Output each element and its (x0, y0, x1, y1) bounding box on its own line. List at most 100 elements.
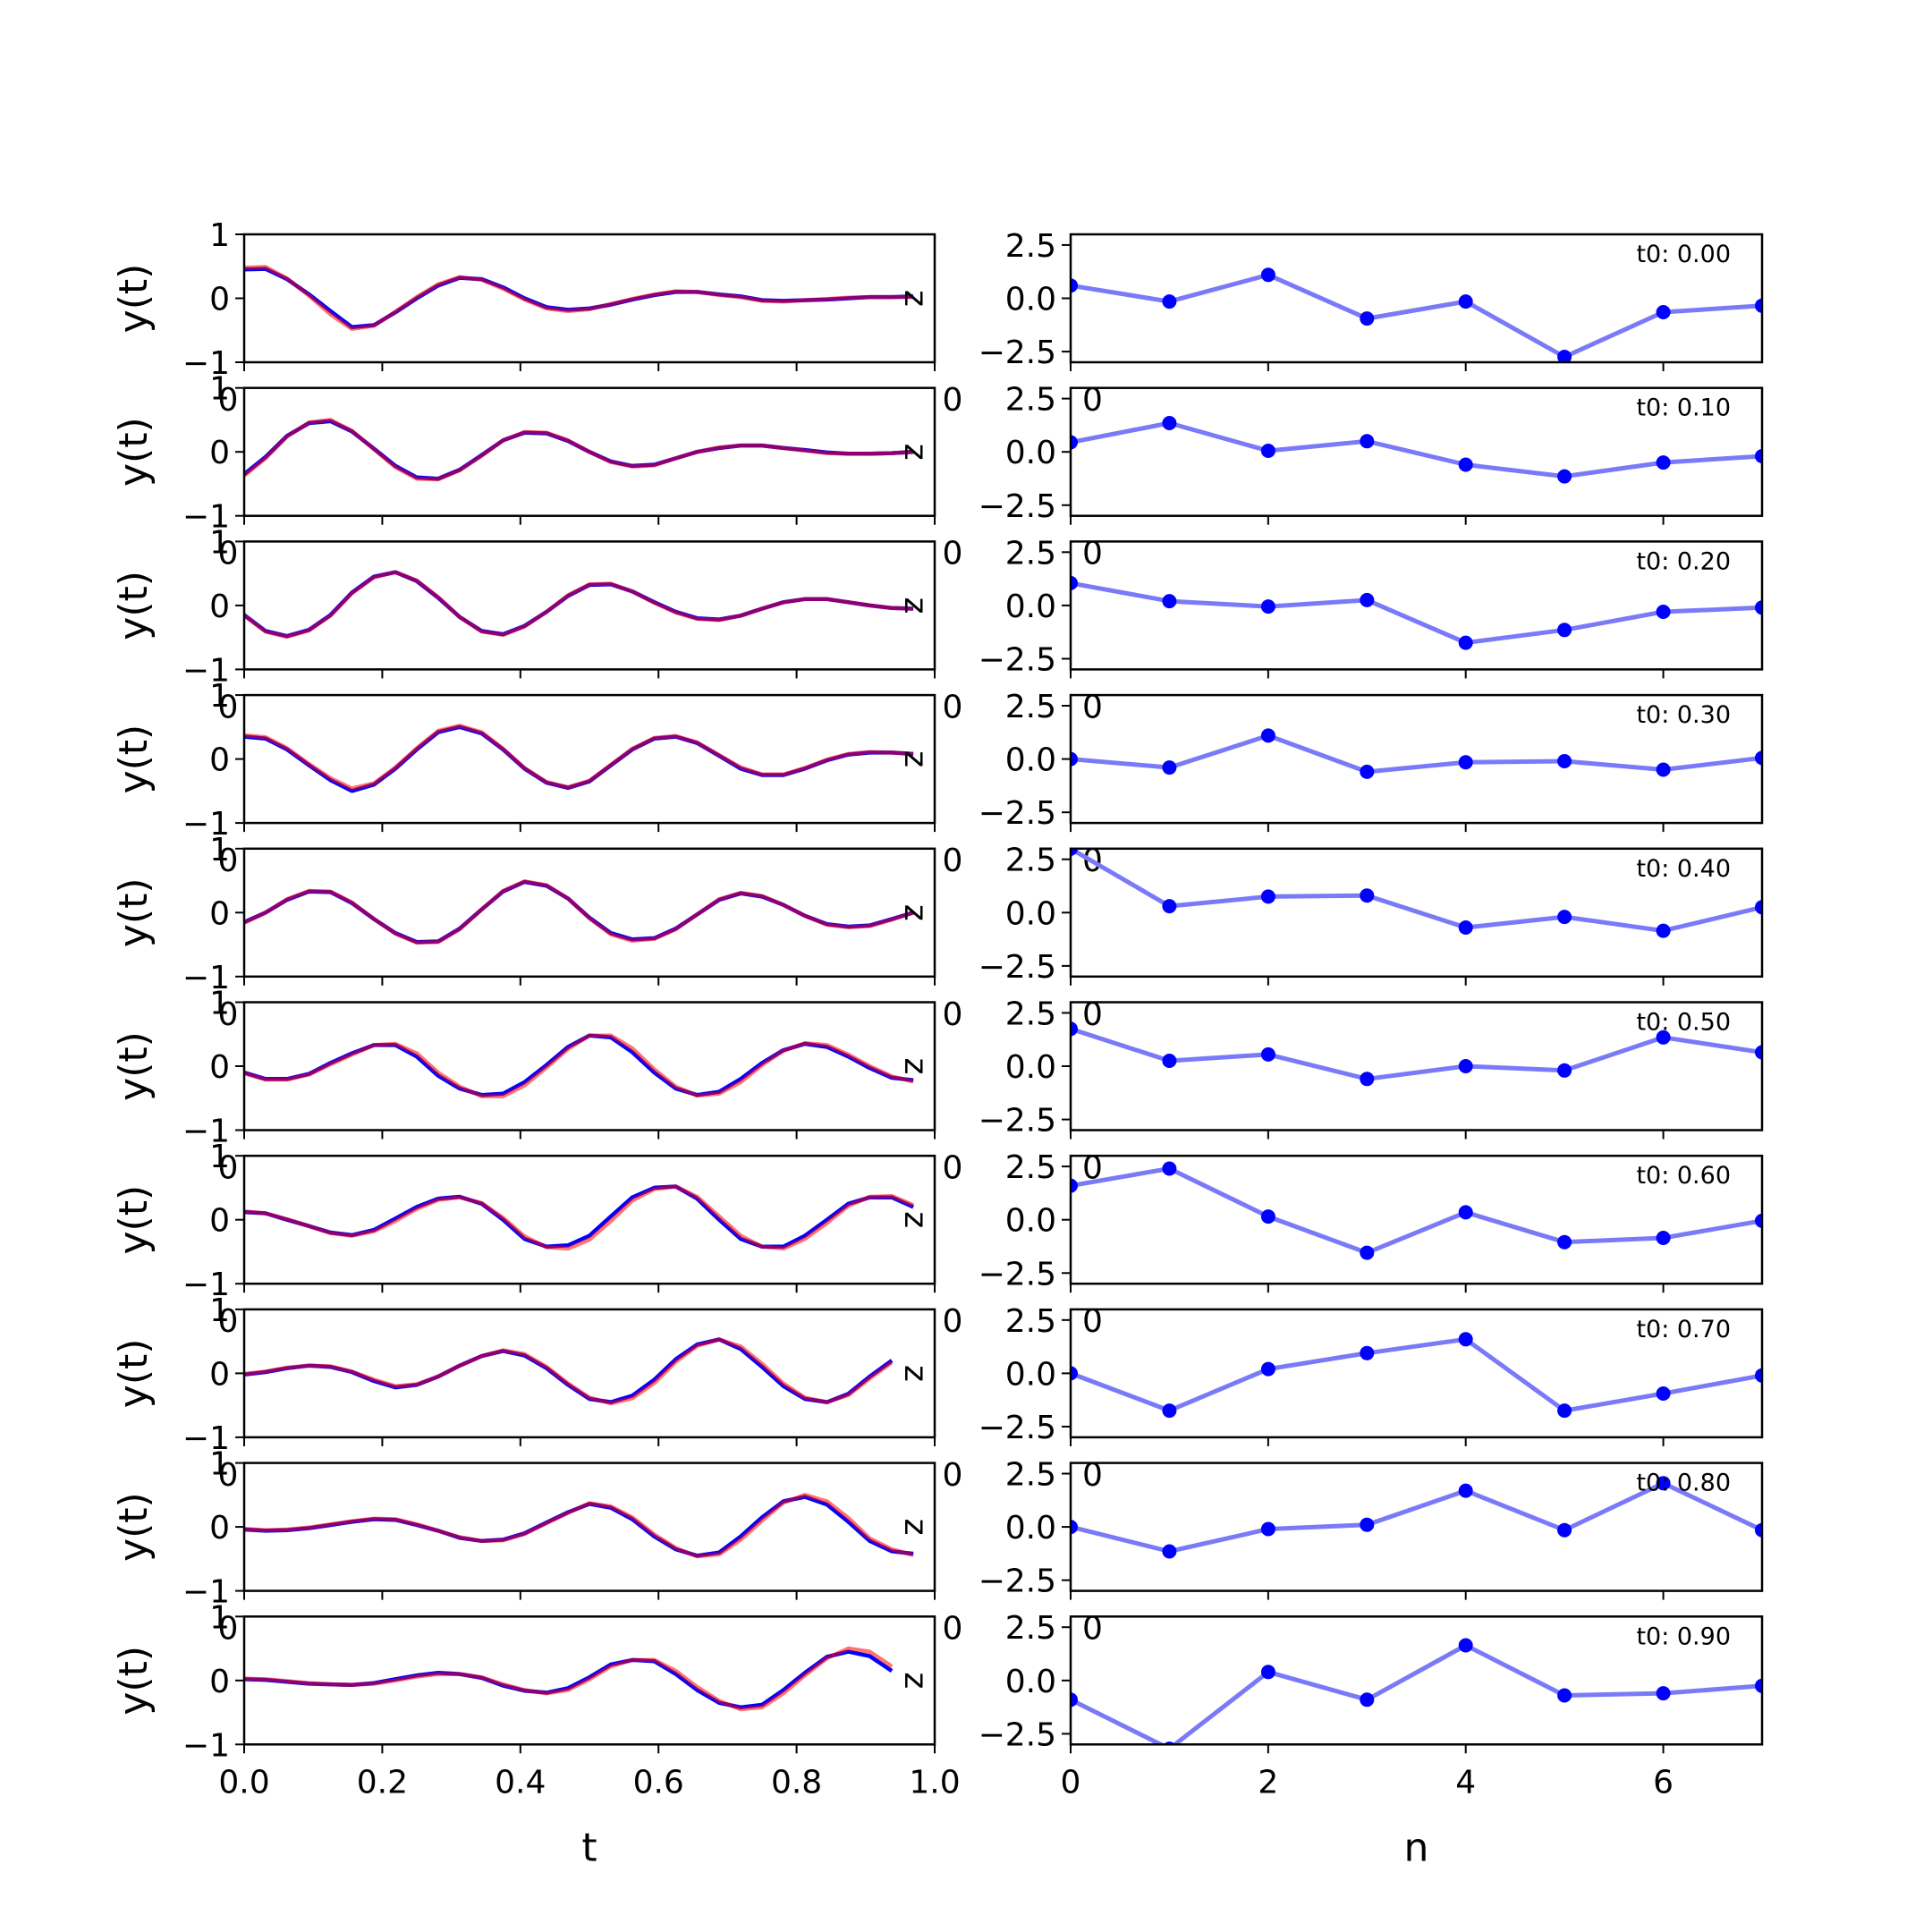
panel-annotation: t0: 0.00 (1636, 241, 1731, 268)
overlap-label: 0 (1082, 996, 1103, 1033)
x-tick-label: 0.8 (771, 1764, 822, 1801)
data-point (1260, 728, 1275, 743)
data-point (1656, 1476, 1671, 1491)
data-point (1458, 1483, 1473, 1498)
y-tick-label: 0.0 (1005, 1664, 1056, 1700)
overlap-label: 0 (943, 536, 963, 572)
series-line (1071, 848, 1762, 934)
y-tick-label: 1 (209, 1599, 230, 1636)
data-point (1755, 750, 1762, 766)
left-panel-series (244, 1493, 914, 1559)
series-line-red (244, 724, 914, 791)
y-tick-label: 0.0 (1005, 1510, 1056, 1546)
data-point (1260, 1361, 1275, 1377)
data-point (1755, 900, 1762, 915)
y-tick-label: 0 (209, 1203, 230, 1240)
right-panel-series (1071, 1638, 1762, 1745)
data-point (1071, 278, 1078, 293)
data-point (1656, 605, 1671, 619)
data-point (1162, 899, 1177, 914)
y-tick-label: −2.5 (979, 1256, 1056, 1292)
right-panel-series (1071, 848, 1762, 938)
overlap-label: 0 (1082, 1611, 1103, 1648)
y-axis-label: y(t) (111, 571, 157, 640)
x-tick-label: 2 (1258, 1764, 1278, 1801)
data-point (1656, 1030, 1671, 1045)
data-point (1162, 1161, 1177, 1176)
left-panel-frame (242, 540, 936, 671)
left-panel-series (244, 1033, 914, 1098)
overlap-label: 0 (218, 1611, 239, 1648)
y-tick-label: 0.0 (1005, 895, 1056, 932)
y-tick-label: 0 (209, 589, 230, 625)
series-line-red (244, 1493, 914, 1559)
left-panel-series (244, 1184, 915, 1251)
panel-annotation: t0: 0.30 (1636, 701, 1731, 729)
data-point (1071, 1692, 1078, 1707)
y-tick-label: 0 (209, 1510, 230, 1546)
series-line-blue (244, 1184, 915, 1249)
y-tick-label: 2.5 (1005, 1610, 1056, 1647)
data-point (1458, 1332, 1473, 1347)
overlap-label: 0 (943, 1303, 963, 1340)
panel-annotation: t0: 0.60 (1636, 1162, 1731, 1190)
y-tick-label: −2.5 (979, 1410, 1056, 1446)
data-point (1162, 1403, 1177, 1419)
data-point (1755, 1045, 1762, 1060)
overlap-label: 0 (943, 843, 963, 879)
x-tick-label: 4 (1455, 1764, 1476, 1801)
data-point (1162, 416, 1177, 430)
y-tick-label: −2.5 (979, 949, 1056, 986)
data-point (1071, 1366, 1078, 1381)
overlap-label: 0 (218, 536, 239, 572)
y-tick-label: −2.5 (979, 641, 1056, 678)
y-tick-label: −2.5 (979, 1563, 1056, 1600)
y-tick-label: −1 (182, 806, 230, 843)
y-tick-label: 1 (209, 1292, 230, 1329)
data-point (1656, 455, 1671, 470)
data-point (1162, 760, 1177, 775)
overlap-label: 0 (1082, 689, 1103, 725)
data-point (1557, 1688, 1572, 1703)
panel-annotation: t0: 0.10 (1636, 394, 1731, 422)
data-point (1755, 449, 1762, 463)
series-line-blue (244, 879, 914, 945)
panel-annotation: t0: 0.90 (1636, 1623, 1731, 1650)
y-tick-label: 0 (209, 282, 230, 318)
right-panel-series (1071, 1476, 1762, 1559)
data-point (1360, 888, 1375, 903)
y-axis-label: y(t) (111, 877, 157, 947)
data-point (1071, 575, 1078, 590)
y-tick-label: −1 (182, 1267, 230, 1303)
x-tick-label: 6 (1653, 1764, 1674, 1801)
overlap-label: 0 (1082, 536, 1103, 572)
data-point (1656, 923, 1671, 938)
overlap-label: 0 (218, 1303, 239, 1340)
series-line-blue (244, 724, 914, 793)
data-point (1557, 623, 1572, 638)
left-panel-series (244, 1337, 894, 1406)
data-point (1360, 311, 1375, 326)
y-tick-label: 0 (209, 742, 230, 779)
data-point (1557, 1403, 1572, 1419)
x-tick-label: 0.2 (357, 1764, 408, 1801)
z-label: z (897, 1211, 934, 1228)
z-label: z (897, 1058, 934, 1075)
y-tick-label: −2.5 (979, 795, 1056, 832)
panel-annotation: t0: 0.80 (1636, 1470, 1731, 1497)
y-tick-label: −1 (182, 345, 230, 382)
series-line (1071, 580, 1762, 646)
y-tick-label: 0.0 (1005, 435, 1056, 471)
data-point (1360, 592, 1375, 607)
left-panel-series (244, 879, 914, 945)
right-panel-series (1071, 1332, 1762, 1419)
y-tick-label: 1 (209, 832, 230, 869)
y-tick-label: 2.5 (1005, 843, 1056, 879)
overlap-label: 0 (218, 843, 239, 879)
right-panel-series (1071, 575, 1762, 650)
data-point (1755, 298, 1762, 313)
series-line-red (244, 879, 914, 945)
data-point (1162, 294, 1177, 309)
right-panel-series (1071, 1021, 1762, 1087)
